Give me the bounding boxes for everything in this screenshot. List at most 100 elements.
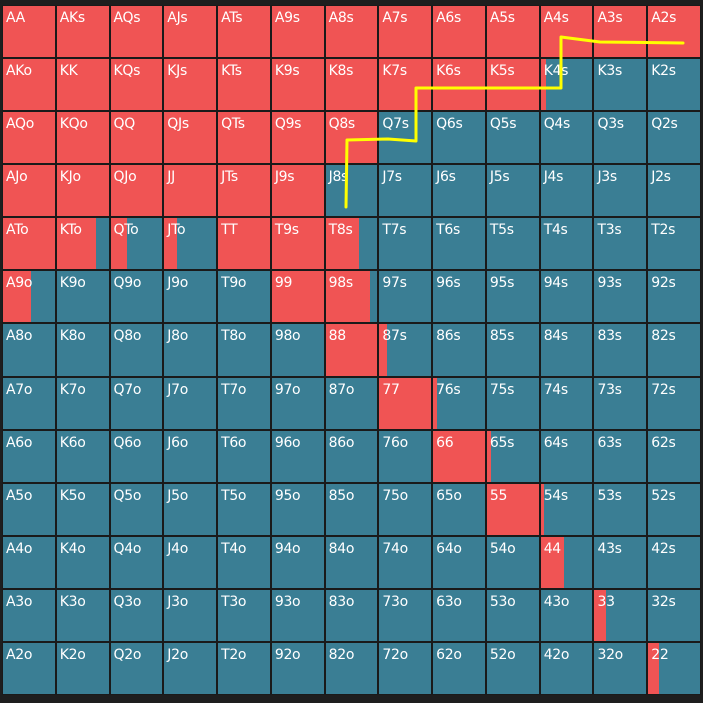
hand-cell-32s[interactable]: 32s xyxy=(647,588,702,642)
hand-cell-k9s[interactable]: K9s xyxy=(270,58,325,112)
hand-cell-t5s[interactable]: T5s xyxy=(485,217,540,271)
hand-cell-22[interactable]: 22 xyxy=(647,641,702,696)
hand-cell-96o[interactable]: 96o xyxy=(270,429,325,483)
hand-cell-72s[interactable]: 72s xyxy=(647,376,702,430)
hand-cell-53s[interactable]: 53s xyxy=(593,482,648,536)
hand-cell-92o[interactable]: 92o xyxy=(270,641,325,696)
hand-cell-a3o[interactable]: A3o xyxy=(2,588,56,642)
hand-cell-q9s[interactable]: Q9s xyxy=(270,111,325,165)
hand-cell-j2s[interactable]: J2s xyxy=(647,164,702,218)
hand-cell-t6s[interactable]: T6s xyxy=(432,217,486,271)
hand-cell-73s[interactable]: 73s xyxy=(593,376,648,430)
hand-cell-k3o[interactable]: K3o xyxy=(55,588,110,642)
hand-cell-87s[interactable]: 87s xyxy=(378,323,433,377)
hand-cell-q2s[interactable]: Q2s xyxy=(647,111,702,165)
hand-cell-j9o[interactable]: J9o xyxy=(163,270,218,324)
hand-cell-53o[interactable]: 53o xyxy=(485,588,540,642)
hand-cell-a5o[interactable]: A5o xyxy=(2,482,56,536)
hand-cell-t3o[interactable]: T3o xyxy=(217,588,271,642)
hand-cell-t7o[interactable]: T7o xyxy=(217,376,271,430)
hand-cell-k4o[interactable]: K4o xyxy=(55,535,110,589)
hand-cell-43s[interactable]: 43s xyxy=(593,535,648,589)
hand-cell-q3s[interactable]: Q3s xyxy=(593,111,648,165)
hand-cell-aqs[interactable]: AQs xyxy=(109,5,164,59)
hand-cell-ajo[interactable]: AJo xyxy=(2,164,56,218)
hand-cell-42o[interactable]: 42o xyxy=(539,641,594,696)
hand-cell-kk[interactable]: KK xyxy=(55,58,110,112)
hand-cell-t2o[interactable]: T2o xyxy=(217,641,271,696)
hand-cell-65o[interactable]: 65o xyxy=(432,482,486,536)
hand-cell-aks[interactable]: AKs xyxy=(55,5,110,59)
hand-cell-qto[interactable]: QTo xyxy=(109,217,164,271)
hand-cell-88[interactable]: 88 xyxy=(324,323,379,377)
hand-cell-63s[interactable]: 63s xyxy=(593,429,648,483)
hand-cell-jto[interactable]: JTo xyxy=(163,217,218,271)
hand-cell-55[interactable]: 55 xyxy=(485,482,540,536)
hand-cell-62o[interactable]: 62o xyxy=(432,641,486,696)
hand-cell-k9o[interactable]: K9o xyxy=(55,270,110,324)
hand-cell-q3o[interactable]: Q3o xyxy=(109,588,164,642)
hand-cell-83o[interactable]: 83o xyxy=(324,588,379,642)
hand-cell-76o[interactable]: 76o xyxy=(378,429,433,483)
hand-cell-q7o[interactable]: Q7o xyxy=(109,376,164,430)
hand-cell-a9s[interactable]: A9s xyxy=(270,5,325,59)
hand-cell-a8o[interactable]: A8o xyxy=(2,323,56,377)
hand-cell-j3s[interactable]: J3s xyxy=(593,164,648,218)
hand-cell-95o[interactable]: 95o xyxy=(270,482,325,536)
hand-cell-t8o[interactable]: T8o xyxy=(217,323,271,377)
hand-cell-jts[interactable]: JTs xyxy=(217,164,271,218)
hand-cell-j7o[interactable]: J7o xyxy=(163,376,218,430)
hand-cell-a4s[interactable]: A4s xyxy=(539,5,594,59)
hand-cell-a6s[interactable]: A6s xyxy=(432,5,486,59)
hand-cell-75o[interactable]: 75o xyxy=(378,482,433,536)
hand-cell-76s[interactable]: 76s xyxy=(432,376,486,430)
hand-cell-97o[interactable]: 97o xyxy=(270,376,325,430)
hand-cell-33[interactable]: 33 xyxy=(593,588,648,642)
hand-cell-a6o[interactable]: A6o xyxy=(2,429,56,483)
hand-cell-tt[interactable]: TT xyxy=(217,217,271,271)
hand-cell-54s[interactable]: 54s xyxy=(539,482,594,536)
hand-cell-j3o[interactable]: J3o xyxy=(163,588,218,642)
hand-cell-j8s[interactable]: J8s xyxy=(324,164,379,218)
hand-cell-q8o[interactable]: Q8o xyxy=(109,323,164,377)
hand-cell-t5o[interactable]: T5o xyxy=(217,482,271,536)
hand-cell-t3s[interactable]: T3s xyxy=(593,217,648,271)
hand-cell-kts[interactable]: KTs xyxy=(217,58,271,112)
hand-cell-77[interactable]: 77 xyxy=(378,376,433,430)
hand-cell-83s[interactable]: 83s xyxy=(593,323,648,377)
hand-cell-t2s[interactable]: T2s xyxy=(647,217,702,271)
hand-cell-q2o[interactable]: Q2o xyxy=(109,641,164,696)
hand-cell-44[interactable]: 44 xyxy=(539,535,594,589)
hand-cell-j2o[interactable]: J2o xyxy=(163,641,218,696)
hand-cell-q4o[interactable]: Q4o xyxy=(109,535,164,589)
hand-cell-k5s[interactable]: K5s xyxy=(485,58,540,112)
hand-cell-63o[interactable]: 63o xyxy=(432,588,486,642)
hand-cell-a9o[interactable]: A9o xyxy=(2,270,56,324)
hand-cell-65s[interactable]: 65s xyxy=(485,429,540,483)
hand-cell-jj[interactable]: JJ xyxy=(163,164,218,218)
hand-cell-ato[interactable]: ATo xyxy=(2,217,56,271)
hand-cell-75s[interactable]: 75s xyxy=(485,376,540,430)
hand-cell-82o[interactable]: 82o xyxy=(324,641,379,696)
hand-cell-k8s[interactable]: K8s xyxy=(324,58,379,112)
hand-cell-a7s[interactable]: A7s xyxy=(378,5,433,59)
hand-cell-85o[interactable]: 85o xyxy=(324,482,379,536)
hand-cell-a8s[interactable]: A8s xyxy=(324,5,379,59)
hand-cell-k3s[interactable]: K3s xyxy=(593,58,648,112)
hand-cell-t4s[interactable]: T4s xyxy=(539,217,594,271)
hand-cell-aa[interactable]: AA xyxy=(2,5,56,59)
hand-cell-64o[interactable]: 64o xyxy=(432,535,486,589)
hand-cell-qjo[interactable]: QJo xyxy=(109,164,164,218)
hand-cell-a2o[interactable]: A2o xyxy=(2,641,56,696)
hand-cell-66[interactable]: 66 xyxy=(432,429,486,483)
hand-cell-93o[interactable]: 93o xyxy=(270,588,325,642)
hand-cell-kjs[interactable]: KJs xyxy=(163,58,218,112)
hand-cell-j6s[interactable]: J6s xyxy=(432,164,486,218)
hand-cell-aqo[interactable]: AQo xyxy=(2,111,56,165)
hand-cell-qts[interactable]: QTs xyxy=(217,111,271,165)
hand-cell-t9o[interactable]: T9o xyxy=(217,270,271,324)
hand-cell-kto[interactable]: KTo xyxy=(55,217,110,271)
hand-cell-k5o[interactable]: K5o xyxy=(55,482,110,536)
hand-cell-a4o[interactable]: A4o xyxy=(2,535,56,589)
hand-cell-j5o[interactable]: J5o xyxy=(163,482,218,536)
